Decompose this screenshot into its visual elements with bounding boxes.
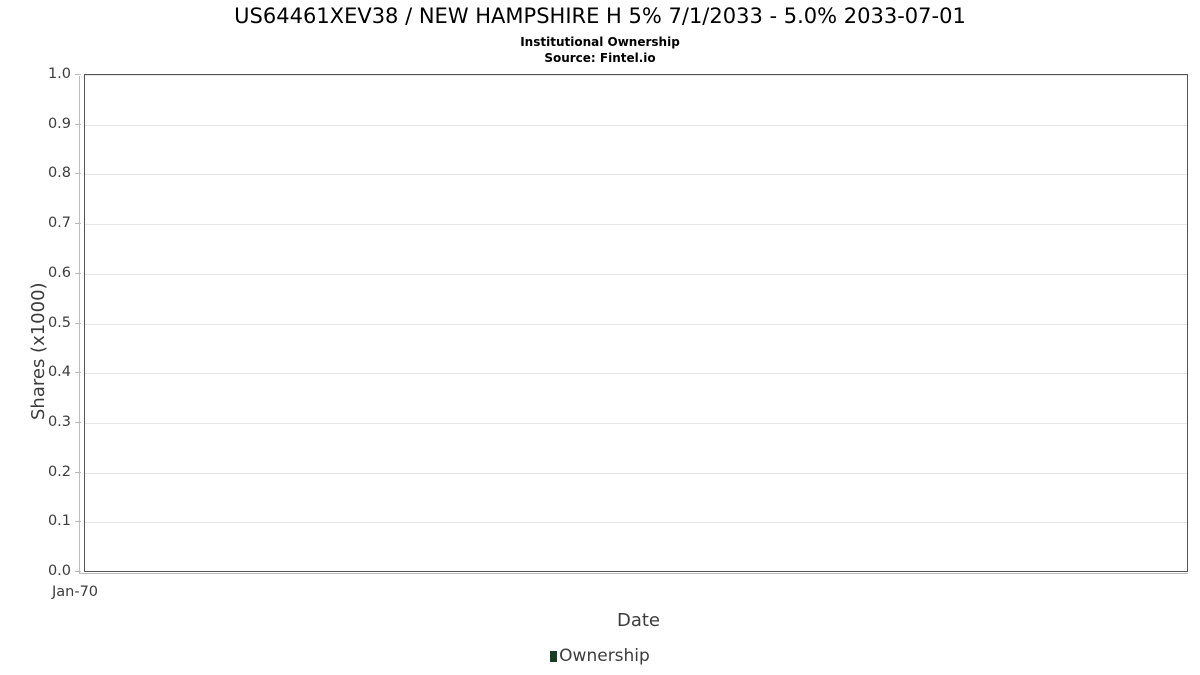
gridline-0.4 (85, 373, 1187, 375)
y-tick-label-2: 0.2 (47, 463, 71, 480)
y-tick-mark-0.8 (75, 173, 81, 175)
x-tick-label-0: Jan-70 (52, 584, 99, 600)
y-tick-label-3: 0.3 (47, 413, 71, 430)
y-tick-label-6: 0.6 (47, 264, 71, 281)
y-axis-title: Shares (x1000) (28, 282, 49, 420)
y-tick-mark-1.0 (75, 74, 81, 75)
y-tick-mark-0.4 (75, 372, 81, 374)
legend-color-swatch-icon (550, 651, 558, 662)
y-tick-label-4: 0.4 (47, 364, 71, 381)
gridline-0.2 (85, 472, 1187, 474)
series-ownership-plot (85, 75, 1187, 571)
legend-item-label: Ownership (559, 646, 650, 666)
gridline-0.3 (85, 422, 1187, 424)
x-axis-title: Date (616, 610, 661, 631)
y-tick-mark-0.0 (75, 571, 81, 572)
y-tick-mark-0.7 (75, 223, 81, 225)
x-axis-spine (79, 573, 1188, 574)
y-tick-mark-0.6 (75, 272, 81, 274)
y-axis-spine (79, 76, 80, 573)
y-tick-label-10: 1.0 (47, 66, 71, 82)
y-tick-label-0: 0.0 (47, 563, 71, 579)
y-tick-label-9: 0.9 (47, 115, 71, 132)
y-tick-mark-0.9 (75, 123, 81, 125)
gridline-0.1 (85, 522, 1187, 524)
y-tick-mark-0.3 (75, 421, 81, 423)
chart-title: US64461XEV38 / NEW HAMPSHIRE H 5% 7/1/20… (234, 4, 966, 28)
y-tick-mark-0.1 (75, 521, 81, 523)
chart-legend: Ownership (0, 648, 1200, 665)
gridline-1.0 (85, 75, 1187, 76)
plot-area (84, 74, 1188, 572)
y-tick-label-1: 0.1 (47, 513, 71, 530)
y-tick-label-7: 0.7 (47, 215, 71, 232)
y-tick-label-5: 0.5 (47, 314, 71, 331)
legend-item-ownership[interactable]: Ownership (550, 648, 650, 665)
gridline-0.9 (85, 124, 1187, 126)
y-tick-mark-0.5 (75, 322, 81, 324)
chart-subtitle: Institutional Ownership (520, 35, 680, 49)
chart-source-label: Source: Fintel.io (544, 51, 656, 65)
gridline-0.8 (85, 174, 1187, 176)
gridline-0.5 (85, 323, 1187, 325)
y-tick-mark-0.2 (75, 471, 81, 473)
gridline-0.6 (85, 273, 1187, 275)
y-tick-label-8: 0.8 (47, 165, 71, 182)
gridline-0.7 (85, 224, 1187, 226)
